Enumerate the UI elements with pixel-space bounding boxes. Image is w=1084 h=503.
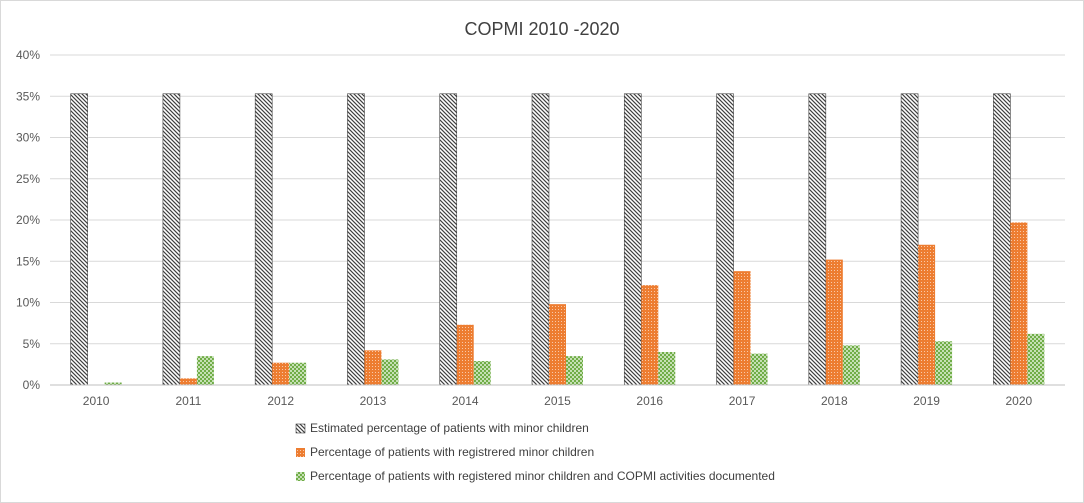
y-tick-label: 5%	[23, 337, 41, 351]
y-tick-label: 30%	[16, 131, 40, 145]
bar-series-1-2011	[179, 378, 197, 385]
x-tick-label: 2015	[544, 394, 571, 408]
bar-series-0-2017	[716, 93, 734, 386]
y-tick-label: 0%	[23, 378, 41, 392]
bar-series-2-2010	[104, 382, 122, 385]
y-tick-label: 20%	[16, 213, 40, 227]
bar-series-1-2019	[918, 244, 936, 385]
x-tick-label: 2019	[913, 394, 940, 408]
chart-title: COPMI 2010 -2020	[464, 19, 619, 39]
x-tick-label: 2010	[83, 394, 110, 408]
bar-series-2-2020	[1027, 333, 1045, 385]
y-tick-label: 35%	[16, 89, 40, 103]
bar-series-0-2010	[70, 93, 88, 386]
x-tick-label: 2018	[821, 394, 848, 408]
bar-series-2-2018	[842, 345, 860, 385]
bar-series-2-2017	[750, 353, 768, 385]
legend-label-1: Percentage of patients with registrered …	[310, 445, 594, 459]
bar-series-2-2016	[658, 352, 676, 385]
y-tick-label: 40%	[16, 48, 40, 62]
bar-series-0-2013	[347, 93, 365, 386]
bar-series-2-2012	[289, 362, 307, 385]
bar-series-1-2016	[641, 285, 659, 385]
x-tick-label: 2016	[636, 394, 663, 408]
bar-series-0-2012	[254, 93, 273, 386]
legend-label-0: Estimated percentage of patients with mi…	[310, 421, 589, 435]
y-tick-label: 10%	[16, 296, 40, 310]
bar-series-1-2013	[364, 350, 382, 385]
bar-series-0-2018	[808, 93, 827, 386]
bar-series-0-2016	[623, 93, 642, 386]
x-tick-label: 2017	[729, 394, 756, 408]
bar-series-2-2013	[381, 359, 399, 385]
legend-label-2: Percentage of patients with registered m…	[310, 469, 775, 483]
bar-series-1-2017	[733, 271, 751, 385]
bar-series-1-2015	[549, 304, 566, 385]
bar-series-0-2011	[162, 93, 181, 386]
bar-series-0-2014	[439, 93, 458, 386]
bar-series-0-2019	[900, 93, 919, 386]
x-tick-label: 2011	[176, 394, 202, 408]
bar-series-0-2015	[531, 93, 550, 386]
bar-series-1-2014	[456, 324, 474, 385]
y-tick-label: 25%	[16, 172, 40, 186]
bar-series-1-2018	[825, 259, 843, 385]
legend-swatch-2	[296, 472, 305, 481]
x-tick-label: 2013	[360, 394, 387, 408]
bar-series-2-2014	[473, 361, 491, 385]
x-tick-label: 2012	[267, 394, 294, 408]
legend-swatch-0	[295, 423, 306, 434]
bar-series-2-2011	[196, 356, 214, 385]
x-tick-label: 2014	[452, 394, 479, 408]
bar-series-1-2020	[1010, 222, 1028, 385]
legend-swatch-1	[296, 448, 305, 457]
bar-series-2-2019	[935, 341, 953, 385]
y-tick-label: 15%	[16, 254, 40, 268]
x-tick-label: 2020	[1006, 394, 1033, 408]
bar-series-2-2015	[566, 356, 583, 385]
bar-series-0-2020	[993, 93, 1011, 386]
bar-series-1-2012	[272, 362, 290, 385]
